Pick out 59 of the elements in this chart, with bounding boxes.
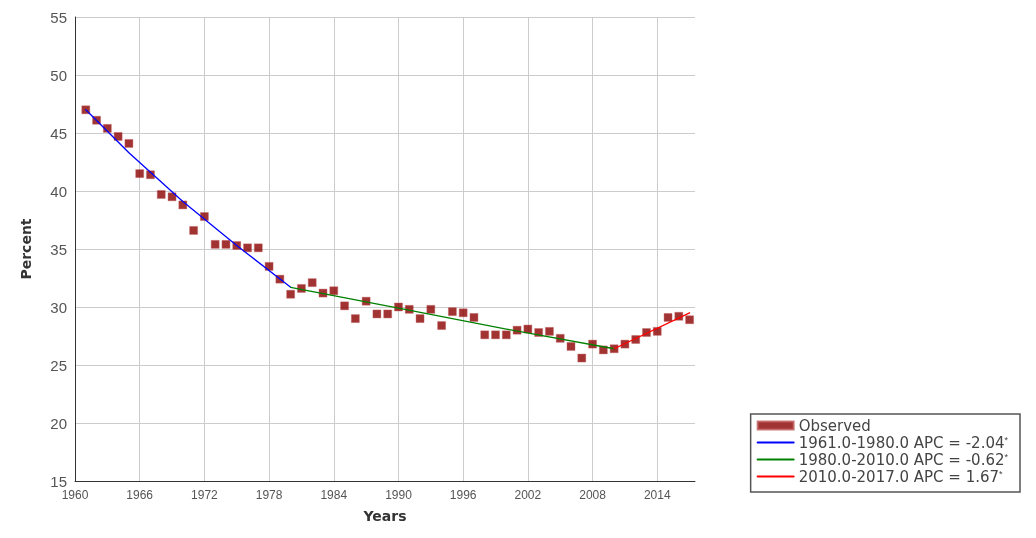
legend-label: 1980.0-2010.0 APC = -0.62* [798,450,1009,469]
point [329,286,339,296]
x-tick-label: 2002 [514,488,542,502]
point [663,313,673,322]
point [135,169,144,178]
point [566,342,576,351]
x-tick-label: 1996 [449,488,477,502]
point [469,313,479,322]
x-tick-label: 1984 [320,488,348,502]
legend-label: 2010.0-2017.0 APC = 1.67* [798,467,1004,486]
point [264,262,274,271]
x-tick-label: 1972 [191,488,219,502]
point [383,309,392,319]
point [351,314,360,323]
legend-label: Observed [798,416,871,435]
x-tick-label: 2008 [579,488,607,502]
y-axis-title: Percent [18,218,34,280]
y-tick-label: 40 [50,182,67,200]
x-axis-title: Years [362,508,407,524]
point [189,226,198,235]
point [157,190,166,199]
point [372,309,382,319]
point [545,327,554,336]
y-tick-label: 50 [50,66,67,84]
point [491,330,500,340]
x-tick-label: 2014 [643,488,671,502]
y-tick-label: 25 [50,356,67,374]
y-tick-label: 30 [50,298,67,316]
y-tick-label: 35 [50,240,67,258]
point [426,305,436,314]
point [415,314,425,323]
point [523,324,533,334]
point [502,330,511,340]
x-tick-label: 1960 [61,488,89,502]
point [167,192,177,202]
point [81,105,91,115]
y-tick-label: 55 [50,8,67,26]
point [243,243,252,253]
legend-label: 1961.0-1980.0 APC = -2.04* [798,433,1009,452]
point [437,321,446,330]
point [254,243,263,253]
y-tick-label: 15 [50,472,67,490]
point [124,139,134,148]
point [221,240,231,249]
point [685,315,694,325]
point [307,278,317,287]
y-tick-label: 20 [50,414,67,432]
point [458,308,468,318]
point [340,301,349,311]
x-tick-label: 1966 [126,488,154,502]
point [113,132,123,141]
x-tick-label: 1990 [385,488,413,502]
y-tick-label: 45 [50,124,67,142]
x-tick-label: 1978 [255,488,283,502]
point [577,353,587,363]
point [448,307,457,316]
point [286,289,295,299]
point [480,330,489,340]
point [210,240,220,249]
